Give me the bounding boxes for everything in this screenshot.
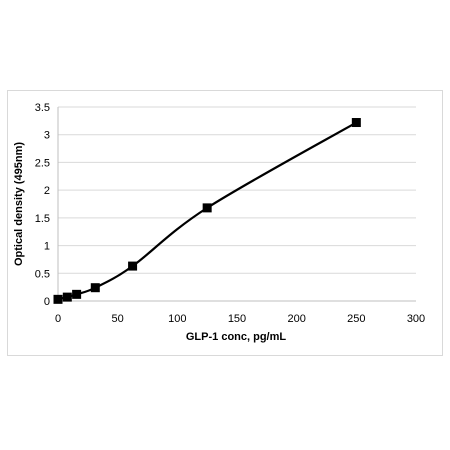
y-tick-label: 2.5 bbox=[35, 157, 50, 169]
grid-lines bbox=[58, 106, 416, 274]
y-tick-label: 0.5 bbox=[35, 268, 50, 280]
x-tick-label: 200 bbox=[287, 313, 305, 325]
x-tick-label: 300 bbox=[407, 313, 425, 325]
y-tick-label: 1 bbox=[44, 241, 50, 253]
y-tick-label: 0 bbox=[44, 296, 50, 308]
axes bbox=[57, 107, 416, 302]
data-point bbox=[53, 294, 63, 304]
data-point bbox=[72, 289, 82, 299]
x-tick-label: 0 bbox=[55, 313, 61, 325]
x-axis-title: GLP-1 conc, pg/mL bbox=[186, 331, 287, 343]
y-tick-label: 3 bbox=[44, 130, 50, 142]
data-markers bbox=[53, 118, 361, 304]
y-tick-label: 3.5 bbox=[35, 102, 50, 114]
y-tick-labels: 0 0.5 1 1.5 2 2.5 3 3.5 bbox=[35, 102, 50, 308]
x-tick-label: 100 bbox=[168, 313, 186, 325]
y-tick-label: 2 bbox=[44, 185, 50, 197]
y-tick-label: 1.5 bbox=[35, 213, 50, 225]
x-tick-label: 150 bbox=[228, 313, 246, 325]
data-point bbox=[90, 283, 100, 293]
data-point bbox=[202, 203, 212, 213]
data-point bbox=[62, 292, 72, 302]
x-tick-label: 50 bbox=[112, 313, 124, 325]
y-axis-title: Optical density (495nm) bbox=[13, 142, 25, 266]
x-tick-label: 250 bbox=[347, 313, 365, 325]
data-point bbox=[351, 118, 361, 128]
x-tick-labels: 0 50 100 150 200 250 300 bbox=[55, 313, 425, 325]
data-point bbox=[128, 261, 138, 271]
